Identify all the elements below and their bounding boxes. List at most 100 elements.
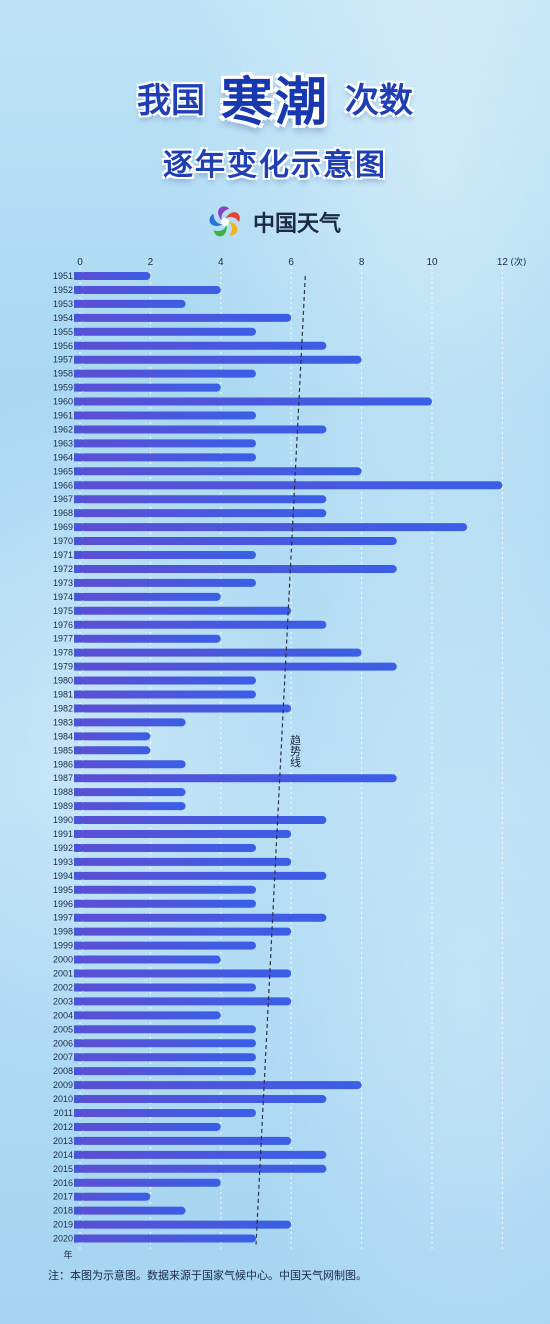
bar-2017 xyxy=(80,1192,151,1201)
bar-1985 xyxy=(80,746,151,755)
bar-1951 xyxy=(80,272,151,280)
bar-1975 xyxy=(80,606,292,615)
bar-base-1963 xyxy=(74,439,82,448)
bar-1961 xyxy=(80,411,256,420)
year-label-1966: 1966 xyxy=(53,480,73,490)
bar-base-2019 xyxy=(74,1220,82,1229)
bar-2011 xyxy=(80,1109,256,1117)
bar-base-2003 xyxy=(74,997,82,1006)
year-label-1952: 1952 xyxy=(53,285,73,295)
bar-1990 xyxy=(80,816,327,825)
year-label-1964: 1964 xyxy=(53,452,73,462)
bar-2006 xyxy=(80,1039,256,1048)
footnote: 注：本图为示意图。数据来源于国家气候中心。中国天气网制图。 xyxy=(48,1269,367,1282)
year-label-2014: 2014 xyxy=(53,1150,73,1160)
x-tick-label-4: 4 xyxy=(218,257,224,268)
bar-2019 xyxy=(80,1220,292,1229)
bar-base-2013 xyxy=(74,1136,82,1145)
bar-2009 xyxy=(80,1081,362,1090)
title-left: 我国 xyxy=(136,80,205,121)
bar-2001 xyxy=(80,969,292,978)
bar-base-2016 xyxy=(74,1178,82,1187)
year-label-1987: 1987 xyxy=(53,773,73,783)
year-label-1976: 1976 xyxy=(53,620,73,630)
bar-1963 xyxy=(80,439,256,448)
bar-1966 xyxy=(80,481,503,490)
year-label-2003: 2003 xyxy=(53,996,73,1006)
bar-base-1964 xyxy=(74,453,82,462)
year-label-1956: 1956 xyxy=(53,341,73,351)
year-label-1994: 1994 xyxy=(53,871,73,881)
brand-logo: 中国天气 xyxy=(205,200,341,244)
bar-1960 xyxy=(80,397,432,406)
bar-base-2006 xyxy=(74,1039,82,1048)
year-label-1954: 1954 xyxy=(53,313,73,323)
bar-base-1976 xyxy=(74,620,82,629)
bar-base-2012 xyxy=(74,1122,82,1131)
bar-1978 xyxy=(80,648,362,657)
bar-base-2004 xyxy=(74,1011,82,1020)
bar-1971 xyxy=(80,551,256,559)
year-label-1979: 1979 xyxy=(53,662,73,672)
bar-1968 xyxy=(80,509,327,518)
x-axis-ticks: 0 2 4 6 8 10 12 (次) xyxy=(77,256,526,268)
bar-base-1961 xyxy=(74,411,82,420)
bar-base-1986 xyxy=(74,760,82,769)
year-label-2002: 2002 xyxy=(53,982,73,992)
bar-1996 xyxy=(80,899,256,908)
bar-1994 xyxy=(80,871,327,880)
bar-2016 xyxy=(80,1178,221,1187)
year-label-1955: 1955 xyxy=(53,327,73,337)
bar-base-1969 xyxy=(74,523,82,532)
trend-line-group: 趋势线 xyxy=(255,275,306,1245)
subtitle: 逐年变化示意图 xyxy=(163,148,387,183)
bar-base-1951 xyxy=(74,272,82,280)
bar-1969 xyxy=(80,523,468,532)
year-label-2008: 2008 xyxy=(53,1066,73,1076)
year-label-1993: 1993 xyxy=(53,857,73,867)
year-label-1992: 1992 xyxy=(53,843,73,853)
bar-2020 xyxy=(80,1234,256,1243)
x-tick-label-10: 10 xyxy=(426,257,438,268)
year-label-1973: 1973 xyxy=(53,578,73,588)
year-label-1975: 1975 xyxy=(53,606,73,616)
bar-1955 xyxy=(80,327,256,336)
bar-2004 xyxy=(80,1011,221,1020)
year-label-1981: 1981 xyxy=(53,690,73,700)
year-label-1998: 1998 xyxy=(53,927,73,937)
x-unit-label: (次) xyxy=(510,256,526,268)
bar-2007 xyxy=(80,1053,256,1062)
bar-base-1982 xyxy=(74,704,82,713)
year-label-1988: 1988 xyxy=(53,787,73,797)
bar-base-1980 xyxy=(74,676,82,685)
y-unit-label: 年 xyxy=(63,1249,72,1261)
year-label-1957: 1957 xyxy=(53,355,73,365)
year-label-1978: 1978 xyxy=(53,648,73,658)
year-label-1958: 1958 xyxy=(53,369,73,379)
trend-line xyxy=(255,275,306,1245)
year-label-2015: 2015 xyxy=(53,1164,73,1174)
bar-base-1975 xyxy=(74,606,82,615)
bar-base-1956 xyxy=(74,341,82,350)
bar-2000 xyxy=(80,955,221,964)
title-right: 次数 xyxy=(345,80,413,121)
bar-2018 xyxy=(80,1206,186,1215)
bar-base-2015 xyxy=(74,1164,82,1173)
year-label-2004: 2004 xyxy=(53,1010,73,1020)
bar-base-1987 xyxy=(74,774,82,783)
year-label-2019: 2019 xyxy=(53,1220,73,1230)
year-label-1984: 1984 xyxy=(53,731,73,741)
bar-1958 xyxy=(80,369,256,378)
year-label-1996: 1996 xyxy=(53,899,73,909)
bar-base-1988 xyxy=(74,788,82,797)
bar-1954 xyxy=(80,313,292,322)
bar-1989 xyxy=(80,802,186,811)
year-label-1968: 1968 xyxy=(53,508,73,518)
bar-base-1997 xyxy=(74,913,82,922)
china-weather-swirl-icon xyxy=(209,206,240,237)
year-label-1995: 1995 xyxy=(53,885,73,895)
bar-base-2014 xyxy=(74,1150,82,1159)
bar-1981 xyxy=(80,690,256,699)
year-label-2020: 2020 xyxy=(53,1234,73,1244)
